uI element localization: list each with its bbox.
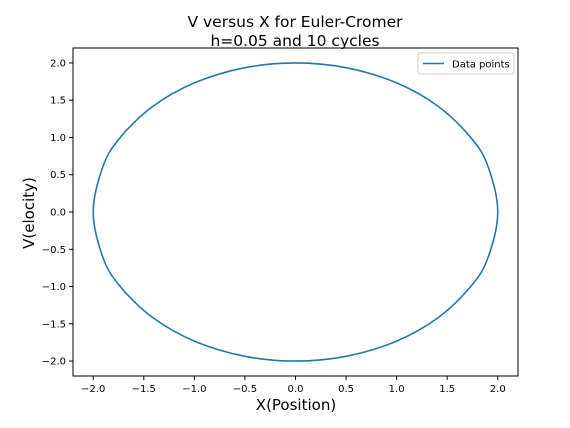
x-tick-label: −0.5 xyxy=(233,384,257,395)
x-axis-ticks: −2.0 −1.5 −1.0 −0.5 0.0 0.5 1.0 1.5 2.0 xyxy=(81,376,506,395)
legend-label: Data points xyxy=(452,60,510,71)
y-tick-label: −2.0 xyxy=(42,357,66,368)
y-tick-label: 1.0 xyxy=(50,133,66,144)
chart-subtitle: h=0.05 and 10 cycles xyxy=(210,32,379,50)
y-tick-label: 0.5 xyxy=(50,170,66,181)
y-tick-label: −1.0 xyxy=(42,282,66,293)
y-axis-ticks: −2.0 −1.5 −1.0 −0.5 0.0 0.5 1.0 1.5 2.0 xyxy=(42,58,73,368)
x-tick-label: 0.5 xyxy=(338,384,354,395)
y-tick-label: −0.5 xyxy=(42,245,66,256)
x-tick-label: −2.0 xyxy=(81,384,105,395)
plot-area xyxy=(92,62,499,362)
y-axis-label: V(elocity) xyxy=(20,177,38,249)
legend: Data points xyxy=(417,52,515,75)
x-tick-label: 1.5 xyxy=(439,384,455,395)
legend-box xyxy=(417,52,515,75)
chart-title: V versus X for Euler-Cromer xyxy=(187,13,403,31)
x-tick-label: −1.5 xyxy=(132,384,156,395)
x-tick-label: 1.0 xyxy=(389,384,405,395)
y-tick-label: 0.0 xyxy=(50,208,66,219)
x-tick-label: 2.0 xyxy=(490,384,506,395)
y-tick-label: −1.5 xyxy=(42,319,66,330)
y-tick-label: 2.0 xyxy=(50,58,66,69)
y-tick-label: 1.5 xyxy=(50,96,66,107)
x-axis-label: X(Position) xyxy=(256,396,336,414)
series-line-0 xyxy=(92,62,499,362)
x-tick-label: 0.0 xyxy=(288,384,304,395)
axes-frame xyxy=(72,47,519,377)
x-tick-label: −1.0 xyxy=(182,384,206,395)
